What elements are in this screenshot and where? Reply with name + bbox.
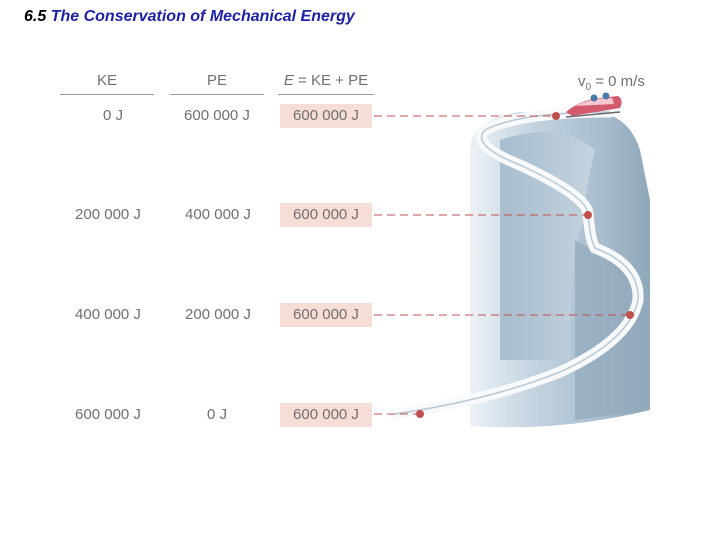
position-marker-2 xyxy=(626,311,634,319)
section-title: The Conservation of Mechanical Energy xyxy=(50,8,355,25)
initial-speed-label: v0 = 0 m/s xyxy=(578,73,645,93)
total-cell-2: 600 000 J xyxy=(280,303,372,327)
velocity-value: = 0 m/s xyxy=(591,73,645,90)
total-cell-3: 600 000 J xyxy=(280,403,372,427)
pe-cell-0: 600 000 J xyxy=(184,107,250,124)
ke-header-label: KE xyxy=(96,72,117,89)
pe-cell-1: 400 000 J xyxy=(185,206,251,223)
ke-cell-2: 400 000 J xyxy=(75,306,141,323)
ke-cell-0: 0 J xyxy=(102,107,123,124)
total-energy-header: E = KE + PE xyxy=(278,72,374,95)
ke-cell-3: 600 000 J xyxy=(75,406,141,423)
pe-cell-2: 200 000 J xyxy=(185,306,251,323)
track-ribbon-edge xyxy=(394,111,639,415)
velocity-symbol: v xyxy=(578,73,586,90)
pe-header: PE xyxy=(170,72,264,95)
slide-title: 6.5 The Conservation of Mechanical Energ… xyxy=(24,8,355,26)
position-marker-3 xyxy=(416,410,424,418)
bobsled-icon xyxy=(565,92,622,118)
pe-header-label: PE xyxy=(206,72,227,89)
total-energy-formula: = KE + PE xyxy=(293,72,369,89)
total-cell-0: 600 000 J xyxy=(280,104,372,128)
e-symbol: E xyxy=(283,72,294,89)
velocity-subscript: 0 xyxy=(585,82,592,93)
section-number: 6.5 xyxy=(24,8,47,25)
ke-header: KE xyxy=(60,72,154,95)
position-marker-0 xyxy=(552,112,560,120)
pe-cell-3: 0 J xyxy=(206,406,227,423)
ke-cell-1: 200 000 J xyxy=(75,206,141,223)
position-marker-1 xyxy=(584,211,592,219)
total-cell-1: 600 000 J xyxy=(280,203,372,227)
